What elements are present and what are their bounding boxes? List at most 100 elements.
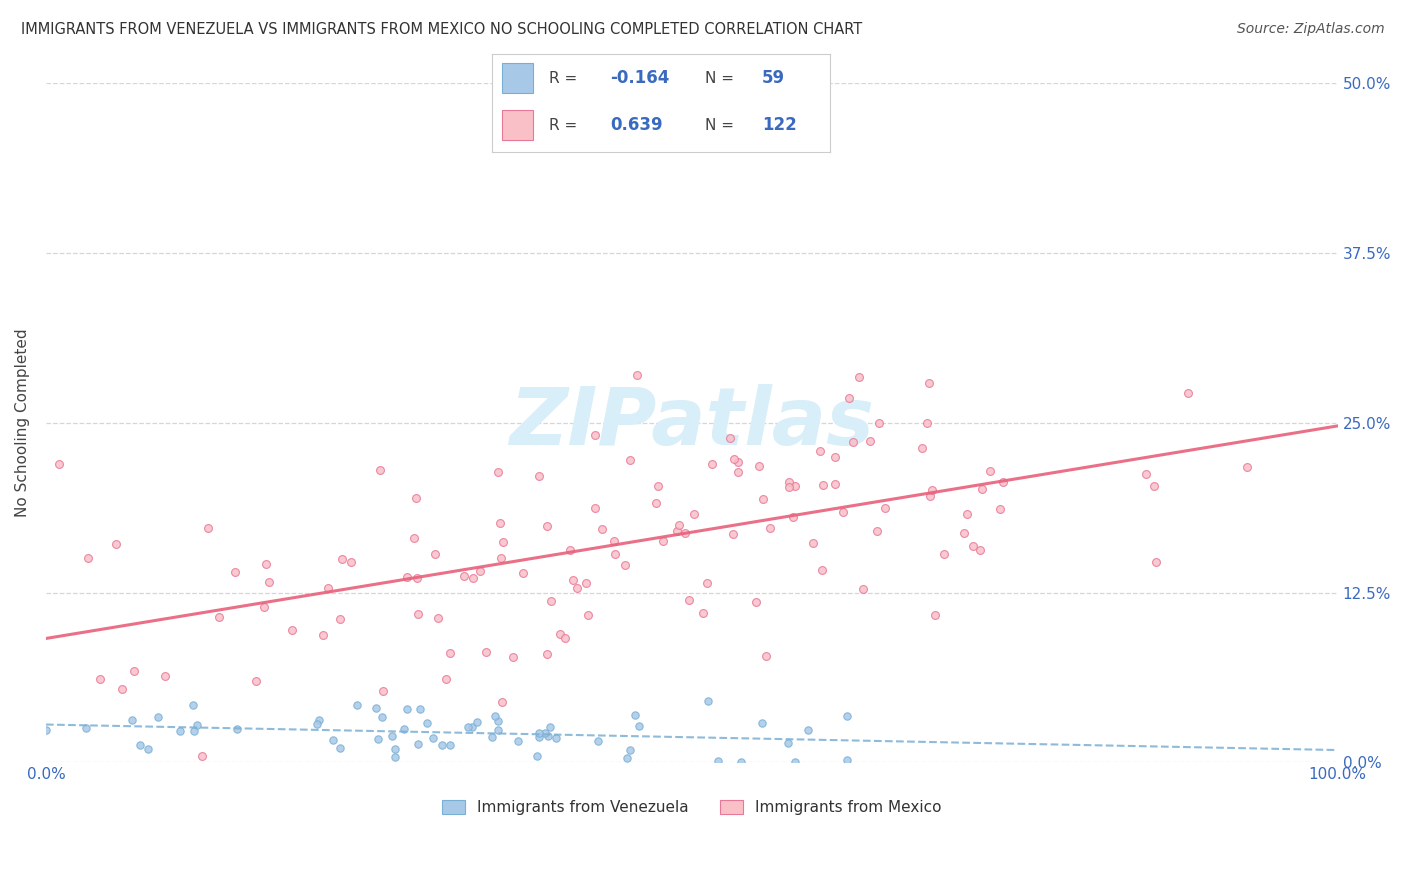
Point bbox=[191, 748, 214, 763]
Point bbox=[751, 492, 773, 507]
Point bbox=[281, 623, 304, 637]
Point bbox=[993, 475, 1015, 489]
Point bbox=[197, 521, 219, 535]
Point bbox=[851, 582, 873, 597]
Point bbox=[588, 733, 610, 747]
Point bbox=[692, 606, 714, 620]
Point bbox=[536, 647, 558, 661]
Point bbox=[138, 742, 160, 756]
Point bbox=[1143, 479, 1166, 493]
Point bbox=[626, 368, 648, 383]
Point bbox=[366, 700, 388, 714]
Point bbox=[538, 720, 561, 734]
Point bbox=[783, 479, 806, 493]
Point bbox=[453, 569, 475, 583]
Point bbox=[226, 723, 249, 737]
Point bbox=[430, 739, 453, 753]
Text: N =: N = bbox=[704, 118, 738, 133]
Point bbox=[706, 754, 728, 768]
Text: Source: ZipAtlas.com: Source: ZipAtlas.com bbox=[1237, 22, 1385, 37]
Point bbox=[576, 607, 599, 622]
Point bbox=[536, 519, 558, 533]
Point bbox=[422, 731, 444, 745]
Point bbox=[835, 708, 858, 723]
FancyBboxPatch shape bbox=[502, 111, 533, 140]
Point bbox=[340, 555, 363, 569]
Point bbox=[1144, 555, 1167, 569]
Point bbox=[35, 723, 58, 738]
Point bbox=[838, 391, 860, 405]
Point bbox=[406, 571, 429, 585]
Point bbox=[832, 505, 855, 519]
Point bbox=[346, 698, 368, 712]
Point bbox=[918, 489, 941, 503]
Point bbox=[121, 713, 143, 727]
Point bbox=[439, 646, 461, 660]
Point bbox=[169, 723, 191, 738]
Point bbox=[602, 533, 624, 548]
Point bbox=[614, 558, 637, 573]
Point bbox=[537, 729, 560, 743]
Point bbox=[730, 756, 752, 770]
Point bbox=[463, 571, 485, 585]
Point bbox=[384, 750, 406, 764]
Point bbox=[475, 646, 498, 660]
Point bbox=[122, 664, 145, 678]
Point bbox=[254, 558, 277, 572]
Point bbox=[848, 369, 870, 384]
Text: IMMIGRANTS FROM VENEZUELA VS IMMIGRANTS FROM MEXICO NO SCHOOLING COMPLETED CORRE: IMMIGRANTS FROM VENEZUELA VS IMMIGRANTS … bbox=[21, 22, 862, 37]
Point bbox=[252, 599, 274, 614]
FancyBboxPatch shape bbox=[502, 63, 533, 93]
Point bbox=[585, 500, 607, 515]
Point bbox=[561, 573, 583, 587]
Point bbox=[330, 552, 353, 566]
Text: ZIPatlas: ZIPatlas bbox=[509, 384, 875, 462]
Point bbox=[875, 501, 897, 516]
Point bbox=[697, 694, 720, 708]
Point bbox=[425, 547, 447, 561]
Point bbox=[548, 626, 571, 640]
Point bbox=[426, 611, 449, 625]
Text: 59: 59 bbox=[762, 69, 785, 87]
Point bbox=[392, 723, 415, 737]
Point bbox=[381, 729, 404, 743]
Point bbox=[183, 698, 205, 713]
Point bbox=[918, 376, 941, 390]
Point bbox=[322, 733, 344, 747]
Point bbox=[183, 723, 205, 738]
Point bbox=[405, 491, 427, 505]
Point bbox=[396, 570, 419, 584]
Point bbox=[368, 463, 391, 477]
Point bbox=[406, 737, 429, 751]
Point bbox=[312, 628, 335, 642]
Point bbox=[560, 543, 582, 558]
Point bbox=[396, 702, 419, 716]
Point bbox=[842, 434, 865, 449]
Point bbox=[489, 550, 512, 565]
Point bbox=[696, 576, 718, 591]
Point bbox=[481, 730, 503, 744]
Point bbox=[911, 441, 934, 455]
Point bbox=[782, 509, 804, 524]
Point bbox=[257, 575, 280, 590]
Point bbox=[245, 674, 267, 689]
Point bbox=[457, 720, 479, 734]
Point bbox=[644, 496, 666, 510]
Point bbox=[465, 715, 488, 730]
Point bbox=[470, 564, 492, 578]
Point bbox=[208, 609, 231, 624]
Point bbox=[868, 416, 890, 430]
Point bbox=[415, 715, 437, 730]
Point bbox=[367, 732, 389, 747]
Point bbox=[619, 743, 641, 757]
Point bbox=[727, 455, 749, 469]
Y-axis label: No Schooling Completed: No Schooling Completed bbox=[15, 328, 30, 517]
Point bbox=[484, 709, 506, 723]
Point bbox=[1236, 460, 1258, 475]
Point bbox=[155, 669, 177, 683]
Point bbox=[811, 477, 834, 491]
Point bbox=[527, 725, 550, 739]
Point bbox=[533, 726, 555, 740]
Point bbox=[408, 607, 430, 621]
Point bbox=[647, 479, 669, 493]
